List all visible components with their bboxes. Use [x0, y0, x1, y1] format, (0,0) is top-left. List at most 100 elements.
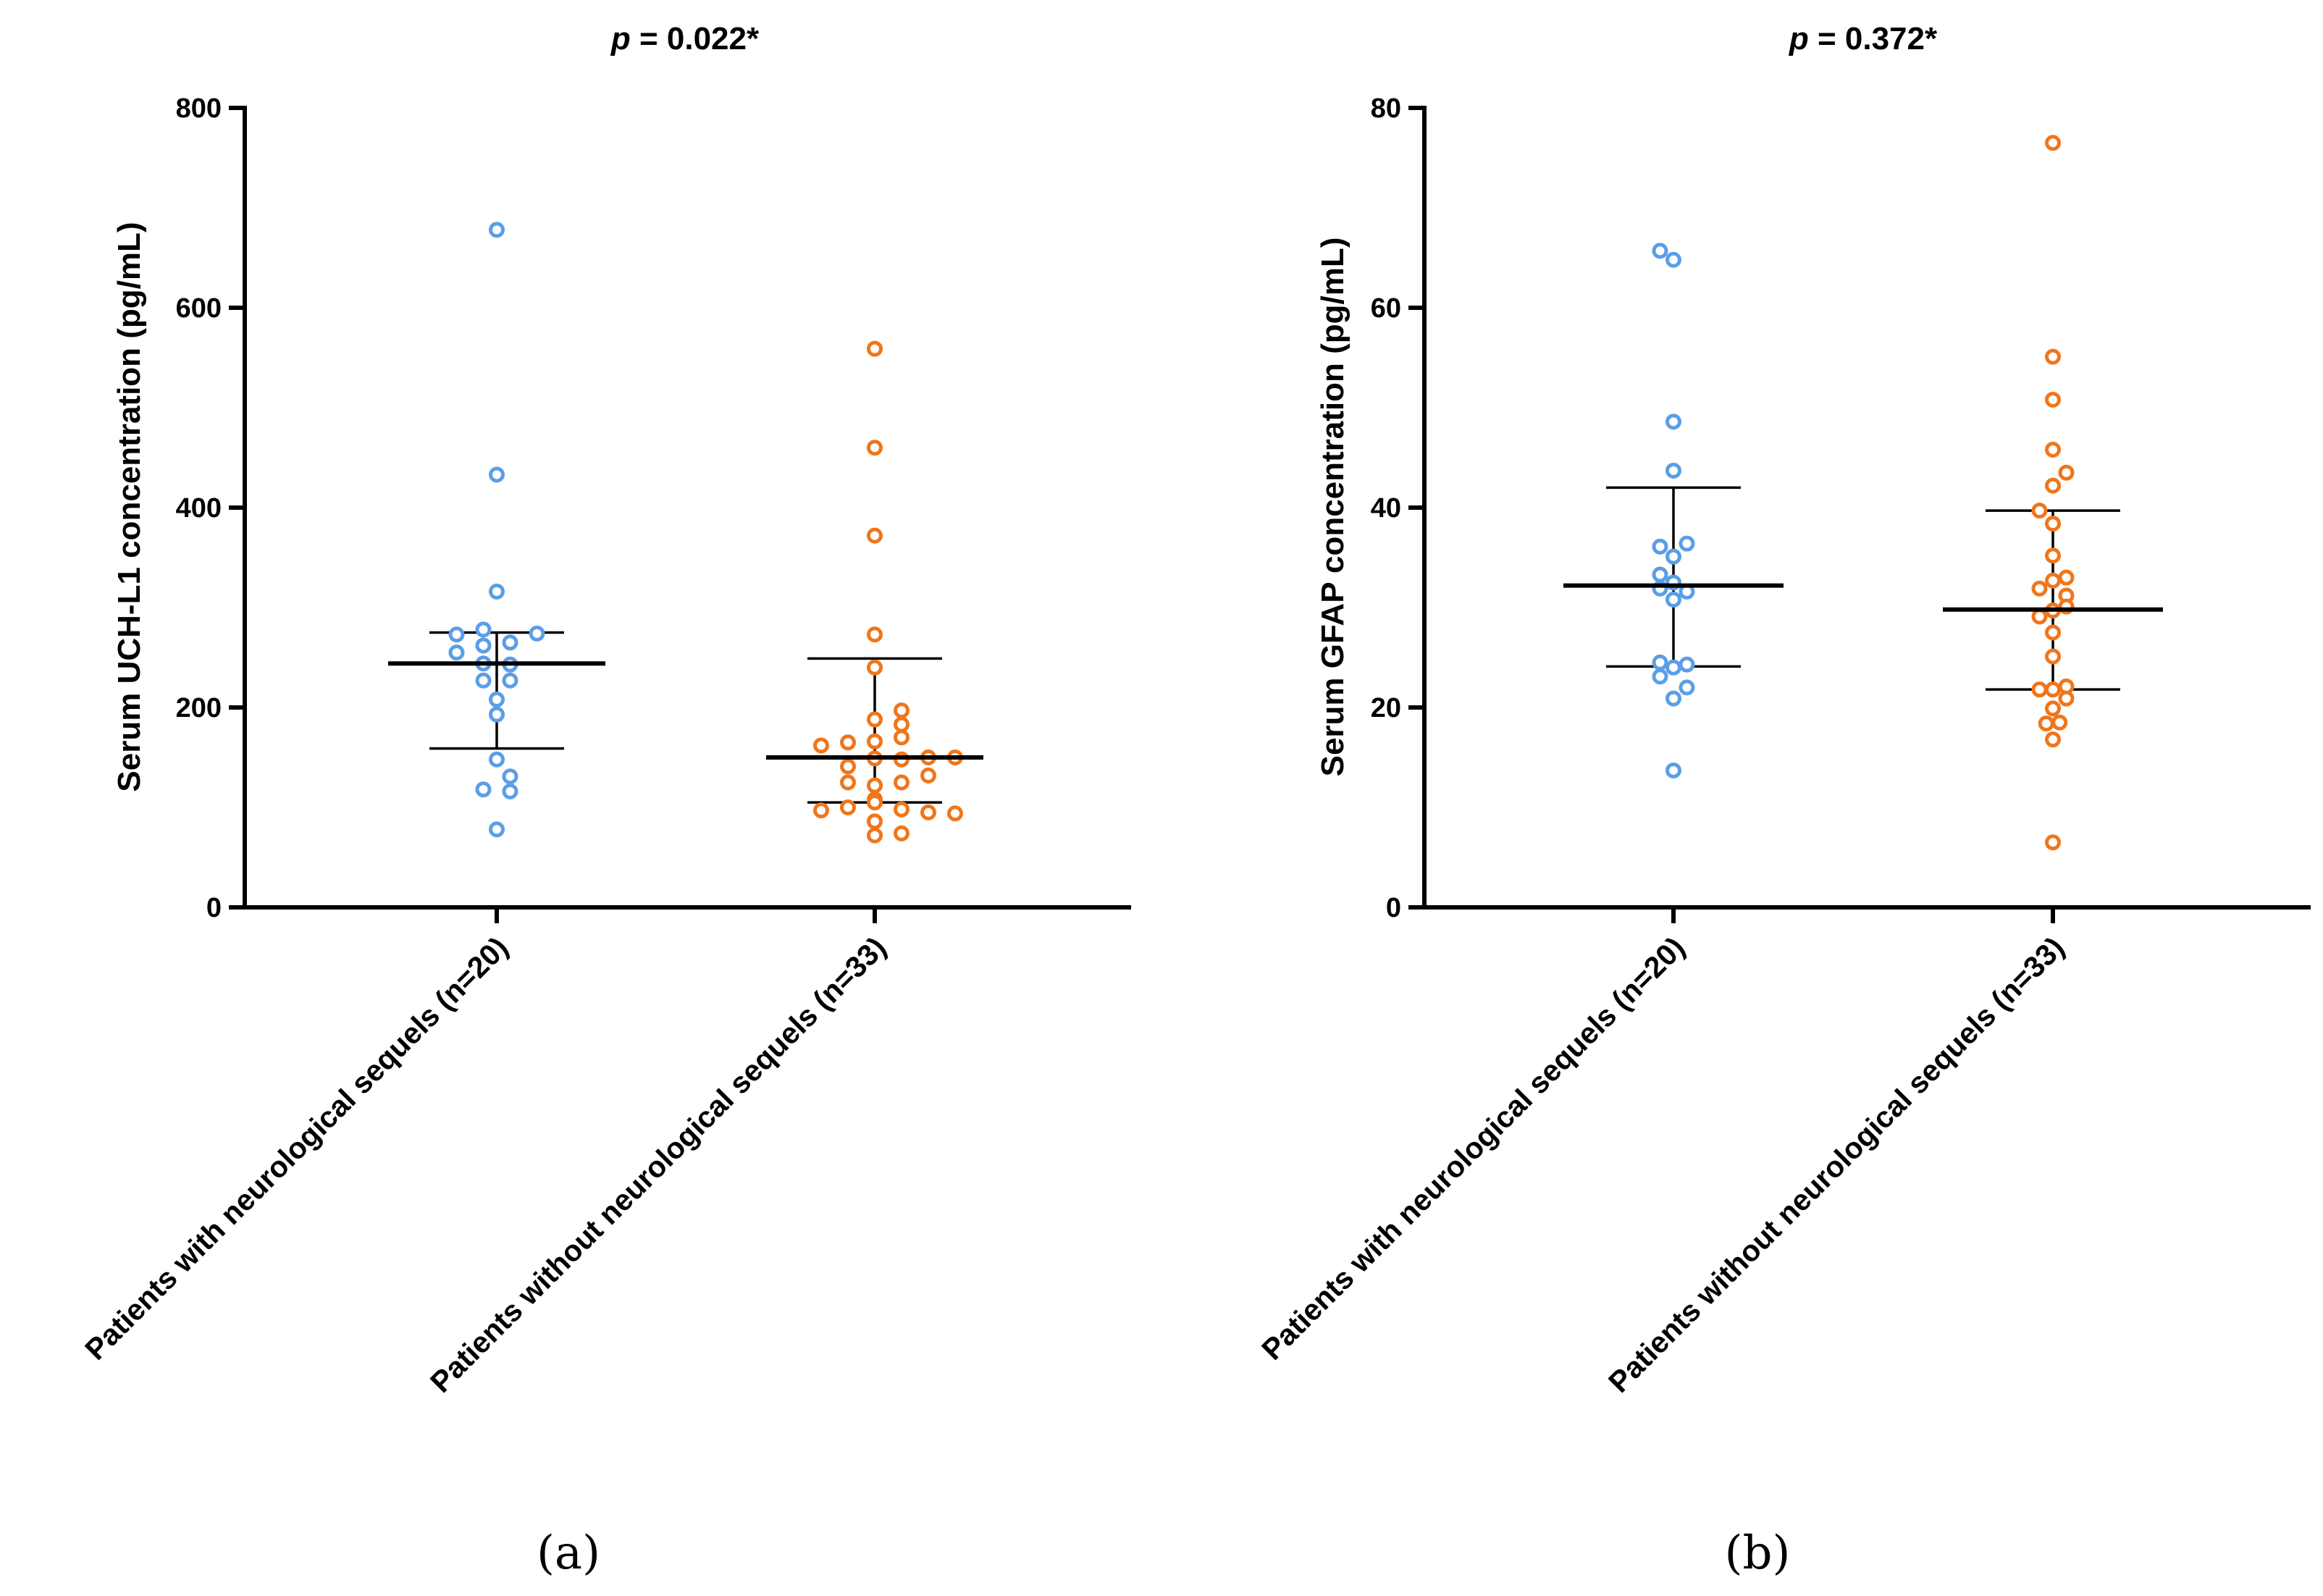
data-point [448, 644, 465, 661]
data-point [894, 774, 910, 791]
data-point [2031, 681, 2048, 698]
data-point [2051, 714, 2068, 731]
data-point [502, 783, 518, 799]
data-point [1665, 762, 1681, 778]
panel-label-a: (a) [537, 1526, 600, 1580]
data-point [489, 821, 505, 838]
y-tick-label: 400 [176, 493, 222, 524]
panel-label-b: (b) [1725, 1526, 1791, 1580]
x-category-label: Patients with neurological sequels (n=20… [78, 931, 514, 1366]
x-category-label: Patients with neurological sequels (n=20… [1255, 931, 1691, 1366]
data-point [947, 805, 963, 822]
data-point [489, 691, 505, 707]
data-point [489, 222, 505, 238]
data-point [475, 781, 492, 798]
data-point [867, 794, 883, 811]
data-point [2045, 681, 2061, 698]
data-point [502, 768, 518, 785]
data-point [867, 440, 883, 456]
data-point [813, 802, 829, 819]
data-point [1665, 251, 1681, 268]
y-axis-title-a: Serum UCH-L1 concentration (pg/mL) [112, 222, 147, 791]
data-point [840, 774, 856, 791]
data-point [894, 716, 910, 733]
data-point [2045, 516, 2061, 532]
chart-title-b: p = 0.372* [1789, 21, 1938, 56]
data-point [920, 767, 936, 784]
x-category-label: Patients without neurological sequels (n… [424, 931, 892, 1399]
panel-b: p = 0.372* Serum GFAP concentration (pg/… [1255, 21, 2311, 1580]
data-point [2031, 580, 2048, 597]
data-point [2045, 391, 2061, 408]
data-point [1665, 548, 1681, 565]
data-point [867, 827, 883, 844]
data-point [2045, 135, 2061, 151]
data-point [2058, 464, 2075, 481]
data-point [448, 626, 465, 643]
data-point [920, 804, 936, 820]
data-point [1652, 668, 1668, 685]
data-point [2045, 731, 2061, 748]
data-point [1679, 535, 1695, 552]
data-point [2038, 715, 2054, 732]
data-point [867, 733, 883, 749]
data-point [1679, 656, 1695, 673]
data-point [867, 777, 883, 794]
data-point [867, 626, 883, 643]
data-point [489, 706, 505, 723]
data-point [2045, 700, 2061, 717]
data-point [475, 637, 492, 654]
data-point [1665, 591, 1681, 608]
data-point [1679, 679, 1695, 696]
data-point [2058, 569, 2075, 586]
data-point [2031, 608, 2048, 625]
y-tick-label: 200 [176, 693, 222, 723]
data-point [502, 672, 518, 689]
data-point [867, 813, 883, 830]
panel-a: p = 0.022* Serum UCH-L1 concentration (p… [78, 21, 1131, 1580]
data-point [2045, 624, 2061, 641]
y-tick-label: 40 [1371, 493, 1401, 524]
y-tick-label: 0 [206, 893, 222, 923]
y-tick-label: 80 [1371, 93, 1401, 124]
data-point [894, 801, 910, 818]
y-tick-label: 800 [176, 93, 222, 124]
data-point [894, 729, 910, 746]
data-point [840, 758, 856, 775]
chart-title-a: p = 0.022* [610, 21, 760, 56]
data-point [502, 634, 518, 651]
data-point [1665, 659, 1681, 676]
data-point [2031, 503, 2048, 519]
x-category-label: Patients without neurological sequels (n… [1602, 931, 2070, 1399]
data-point [867, 659, 883, 676]
data-point [867, 340, 883, 357]
data-point [867, 527, 883, 544]
data-point [1665, 462, 1681, 479]
data-point [813, 737, 829, 754]
data-point [2045, 441, 2061, 458]
data-point [2045, 834, 2061, 851]
data-point [2045, 648, 2061, 665]
data-point [1665, 413, 1681, 430]
data-point [2045, 547, 2061, 564]
data-point [1652, 566, 1668, 583]
data-point [2045, 572, 2061, 589]
data-point [840, 734, 856, 751]
data-point [1665, 690, 1681, 707]
data-point [2045, 348, 2061, 365]
data-point [489, 583, 505, 600]
y-tick-label: 0 [1386, 893, 1401, 923]
data-point [2045, 477, 2061, 494]
data-point [894, 702, 910, 719]
data-point [1652, 654, 1668, 671]
data-point [1652, 243, 1668, 259]
data-point [489, 466, 505, 483]
data-point [489, 751, 505, 768]
data-point [529, 625, 545, 642]
data-point [2058, 690, 2075, 707]
data-point [1652, 538, 1668, 555]
y-axis-title-b: Serum GFAP concentration (pg/mL) [1315, 238, 1350, 777]
data-point [894, 825, 910, 841]
data-point [475, 672, 492, 689]
